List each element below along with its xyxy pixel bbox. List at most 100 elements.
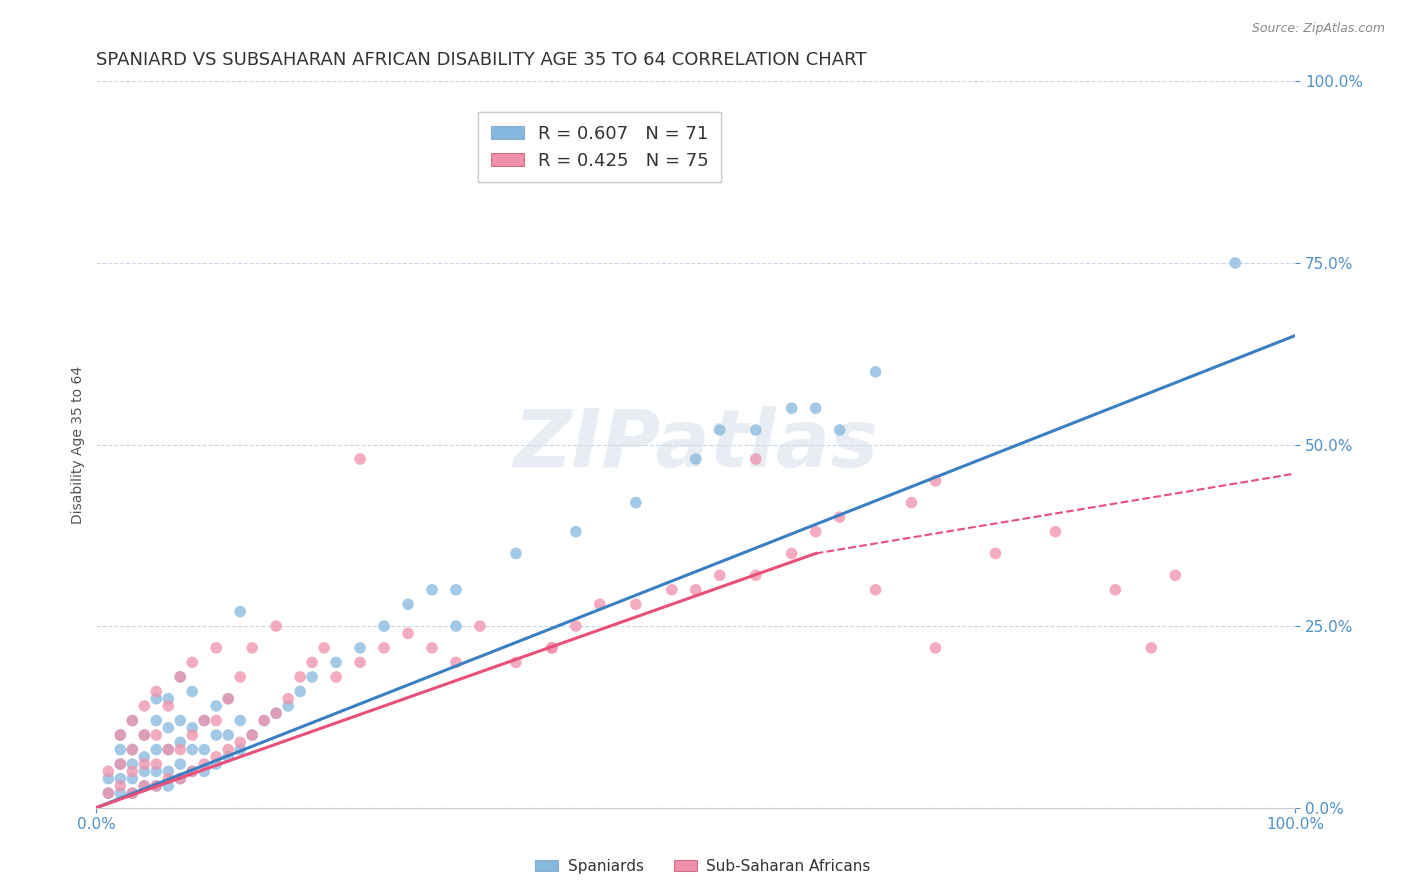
Point — [110, 728, 132, 742]
Point — [169, 670, 191, 684]
Point — [145, 684, 167, 698]
Point — [97, 772, 120, 786]
Point — [744, 568, 766, 582]
Point — [468, 619, 491, 633]
Point — [661, 582, 683, 597]
Point — [373, 640, 395, 655]
Point — [157, 721, 180, 735]
Point — [444, 619, 467, 633]
Point — [134, 749, 156, 764]
Point — [157, 772, 180, 786]
Point — [505, 546, 527, 560]
Point — [217, 742, 239, 756]
Point — [121, 742, 143, 756]
Point — [624, 597, 647, 611]
Point — [145, 764, 167, 779]
Point — [229, 735, 252, 749]
Point — [589, 597, 612, 611]
Point — [217, 749, 239, 764]
Point — [1225, 256, 1247, 270]
Point — [134, 757, 156, 772]
Point — [181, 656, 204, 670]
Point — [169, 772, 191, 786]
Point — [169, 735, 191, 749]
Point — [205, 749, 228, 764]
Point — [110, 779, 132, 793]
Point — [240, 640, 263, 655]
Point — [709, 568, 731, 582]
Point — [157, 691, 180, 706]
Point — [145, 714, 167, 728]
Point — [804, 401, 827, 416]
Point — [253, 714, 276, 728]
Point — [110, 728, 132, 742]
Point — [110, 757, 132, 772]
Legend: Spaniards, Sub-Saharan Africans: Spaniards, Sub-Saharan Africans — [529, 853, 877, 880]
Point — [181, 742, 204, 756]
Point — [217, 691, 239, 706]
Point — [217, 691, 239, 706]
Point — [134, 764, 156, 779]
Point — [924, 640, 946, 655]
Text: SPANIARD VS SUBSAHARAN AFRICAN DISABILITY AGE 35 TO 64 CORRELATION CHART: SPANIARD VS SUBSAHARAN AFRICAN DISABILIT… — [97, 51, 868, 69]
Text: Source: ZipAtlas.com: Source: ZipAtlas.com — [1251, 22, 1385, 36]
Point — [240, 728, 263, 742]
Point — [217, 728, 239, 742]
Legend: R = 0.607   N = 71, R = 0.425   N = 75: R = 0.607 N = 71, R = 0.425 N = 75 — [478, 112, 721, 183]
Point — [420, 640, 443, 655]
Point — [624, 495, 647, 509]
Point — [396, 597, 419, 611]
Point — [97, 786, 120, 800]
Point — [157, 764, 180, 779]
Point — [121, 764, 143, 779]
Point — [1140, 640, 1163, 655]
Point — [110, 757, 132, 772]
Point — [97, 786, 120, 800]
Point — [780, 401, 803, 416]
Point — [169, 772, 191, 786]
Point — [121, 714, 143, 728]
Point — [121, 757, 143, 772]
Point — [240, 728, 263, 742]
Point — [1104, 582, 1126, 597]
Point — [744, 423, 766, 437]
Point — [804, 524, 827, 539]
Point — [121, 772, 143, 786]
Point — [193, 742, 215, 756]
Point — [169, 670, 191, 684]
Point — [110, 772, 132, 786]
Point — [145, 691, 167, 706]
Point — [181, 684, 204, 698]
Y-axis label: Disability Age 35 to 64: Disability Age 35 to 64 — [72, 366, 86, 524]
Point — [314, 640, 336, 655]
Point — [828, 423, 851, 437]
Point — [134, 728, 156, 742]
Point — [193, 714, 215, 728]
Point — [444, 656, 467, 670]
Point — [110, 742, 132, 756]
Point — [145, 728, 167, 742]
Point — [984, 546, 1007, 560]
Point — [565, 524, 588, 539]
Point — [565, 619, 588, 633]
Point — [229, 714, 252, 728]
Point — [420, 582, 443, 597]
Point — [157, 779, 180, 793]
Point — [685, 582, 707, 597]
Point — [157, 742, 180, 756]
Text: ZIPatlas: ZIPatlas — [513, 406, 879, 483]
Point — [145, 757, 167, 772]
Point — [193, 757, 215, 772]
Point — [229, 742, 252, 756]
Point — [205, 640, 228, 655]
Point — [900, 495, 922, 509]
Point — [264, 706, 287, 721]
Point — [325, 670, 347, 684]
Point — [253, 714, 276, 728]
Point — [301, 670, 323, 684]
Point — [744, 452, 766, 467]
Point — [349, 452, 371, 467]
Point — [288, 670, 311, 684]
Point — [1164, 568, 1187, 582]
Point — [685, 452, 707, 467]
